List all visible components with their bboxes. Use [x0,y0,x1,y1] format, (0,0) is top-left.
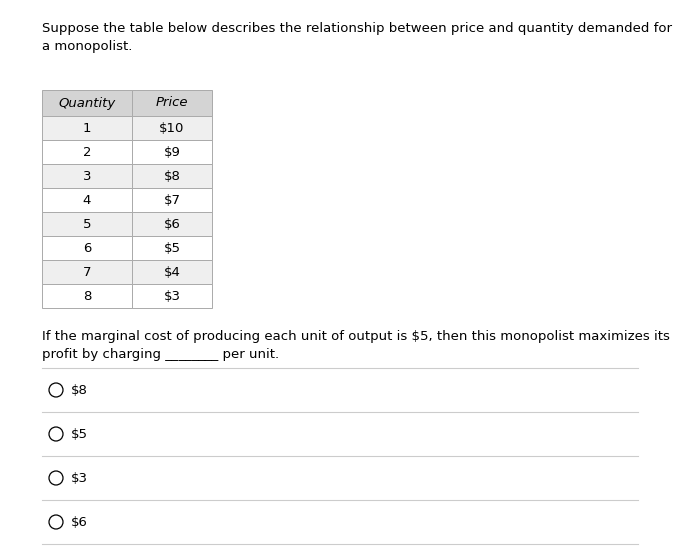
Bar [132,116,212,140]
Bar [42,284,132,308]
Text: 8: 8 [83,290,91,302]
Text: 2: 2 [83,146,91,158]
Bar [42,188,132,212]
Text: 3: 3 [83,170,91,182]
Text: $5: $5 [71,428,88,440]
Bar [42,236,132,260]
Text: Price: Price [156,96,188,110]
Bar [132,236,212,260]
Text: 4: 4 [83,193,91,207]
Bar [132,164,212,188]
Text: 6: 6 [83,242,91,254]
Bar [132,212,212,236]
Bar [42,90,132,116]
Text: $4: $4 [163,265,180,279]
Text: $8: $8 [71,383,88,397]
Text: $3: $3 [71,471,88,485]
Text: $6: $6 [71,516,88,529]
Bar [132,188,212,212]
Text: $10: $10 [159,121,185,135]
Bar [42,140,132,164]
Text: $3: $3 [163,290,180,302]
Bar [132,90,212,116]
Text: 1: 1 [83,121,91,135]
Text: Suppose the table below describes the relationship between price and quantity de: Suppose the table below describes the re… [42,22,672,35]
Text: a monopolist.: a monopolist. [42,40,132,53]
Bar [42,260,132,284]
Text: profit by charging ________ per unit.: profit by charging ________ per unit. [42,348,279,361]
Bar [42,212,132,236]
Text: Quantity: Quantity [59,96,116,110]
Bar [132,260,212,284]
Text: $5: $5 [163,242,180,254]
Text: If the marginal cost of producing each unit of output is $5, then this monopolis: If the marginal cost of producing each u… [42,330,670,343]
Bar [132,140,212,164]
Text: 7: 7 [83,265,91,279]
Text: $8: $8 [163,170,180,182]
Text: $6: $6 [163,218,180,230]
Text: 5: 5 [83,218,91,230]
Bar [42,116,132,140]
Text: $7: $7 [163,193,180,207]
Bar [132,284,212,308]
Bar [42,164,132,188]
Text: $9: $9 [163,146,180,158]
